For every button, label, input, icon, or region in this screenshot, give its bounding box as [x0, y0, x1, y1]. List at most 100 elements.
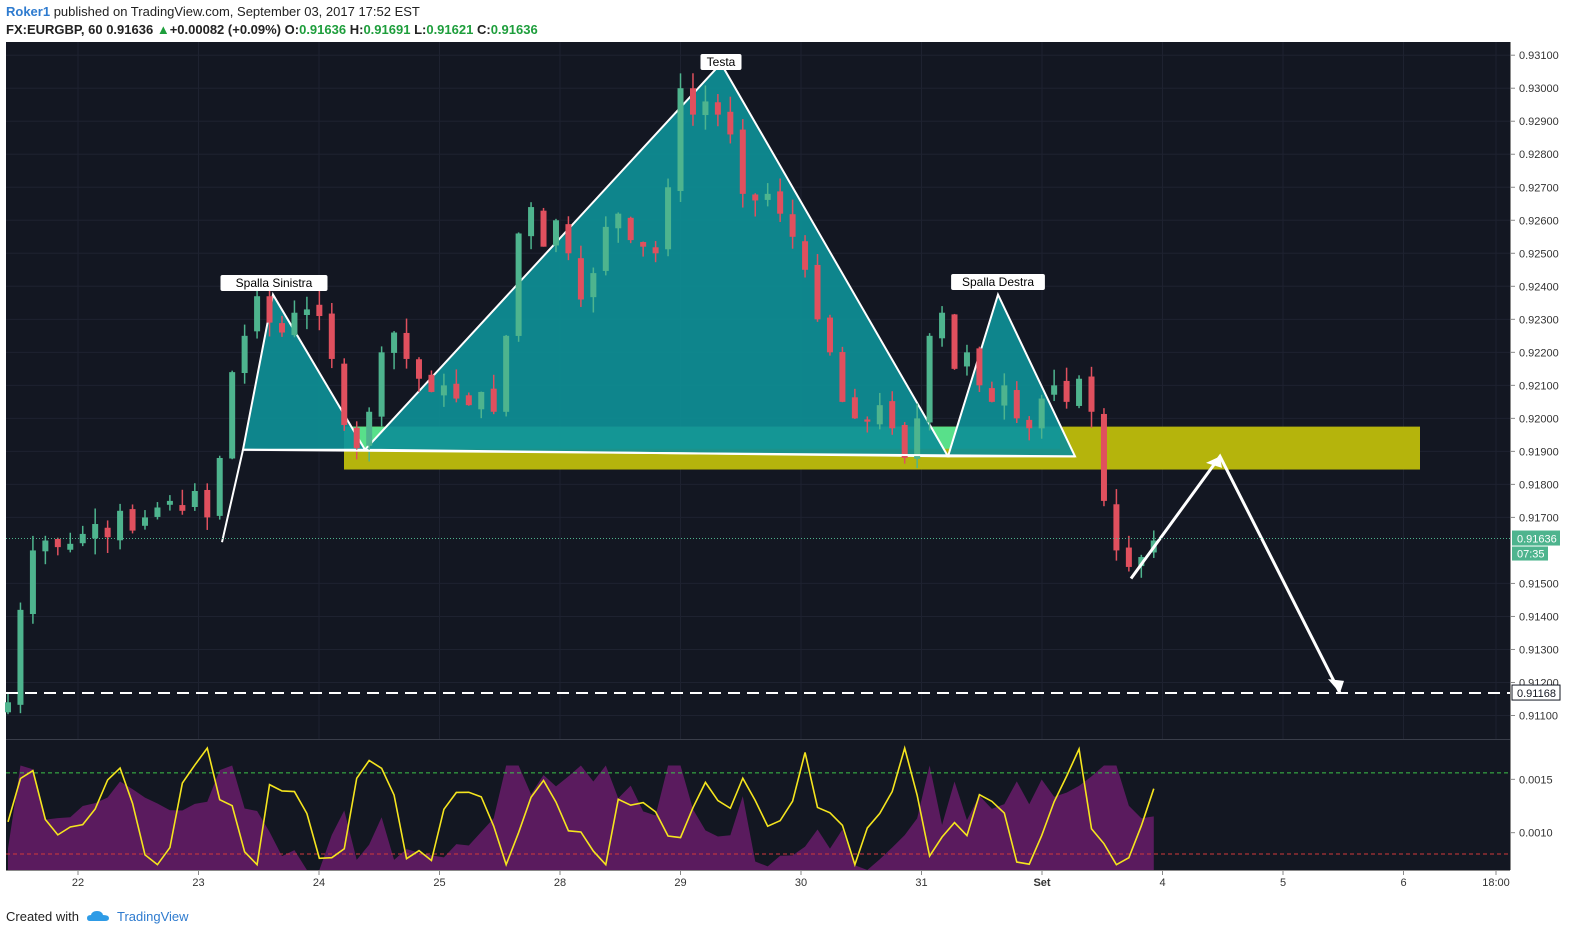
candle	[465, 392, 472, 406]
candle	[528, 202, 535, 250]
open-value: 0.91636	[299, 22, 347, 37]
candle	[129, 504, 136, 534]
candle	[403, 318, 410, 369]
time-tick-label: 31	[915, 877, 927, 889]
candle	[341, 358, 348, 431]
price-tick-label: 0.91500	[1519, 578, 1559, 590]
candle	[727, 96, 734, 144]
arrow-head-icon	[1206, 456, 1222, 468]
last-price: 0.91636	[106, 22, 154, 37]
candle	[577, 245, 584, 307]
candle	[204, 483, 211, 530]
time-tick-label: 24	[313, 877, 325, 889]
price-tick-label: 0.92900	[1519, 116, 1559, 128]
candle	[689, 73, 696, 126]
neckline	[242, 448, 1076, 458]
time-tick-label: 5	[1280, 877, 1286, 889]
candle	[677, 73, 684, 202]
candle	[876, 392, 883, 430]
candle	[901, 422, 908, 464]
time-tick-label: 4	[1159, 877, 1165, 889]
candle	[702, 85, 709, 130]
label-left-shoulder-text: Spalla Sinistra	[236, 276, 313, 290]
candle	[602, 216, 609, 276]
created-with-label: Created with	[6, 908, 79, 924]
tradingview-link[interactable]: TradingView	[116, 908, 189, 924]
oscillator-tick-label: 0.0010	[1519, 828, 1553, 840]
price-tick-label: 0.92700	[1519, 182, 1559, 194]
close-value: 0.91636	[490, 22, 538, 37]
price-tick-label: 0.91700	[1519, 512, 1559, 524]
time-axis[interactable]: 22 23 24 25 28 29 30 31 Set 4 5 6 18:00	[72, 870, 1510, 889]
candle	[988, 381, 995, 403]
oscillator-panel	[6, 740, 1510, 870]
time-tick-label: 22	[72, 877, 84, 889]
candle	[5, 693, 11, 715]
candle	[951, 313, 958, 370]
candle	[814, 254, 821, 322]
candle	[752, 193, 759, 217]
candle	[826, 314, 833, 356]
candle	[179, 489, 186, 515]
candle	[1113, 489, 1120, 561]
price-tick-label: 0.92300	[1519, 314, 1559, 326]
candle	[453, 369, 460, 403]
arrow-head-icon	[1328, 679, 1344, 694]
time-tick-label: 30	[795, 877, 807, 889]
candle	[104, 520, 111, 553]
candle	[939, 306, 946, 347]
candle	[714, 94, 721, 127]
footer: Created with TradingView	[6, 904, 189, 928]
current-price-text: 0.91636	[1517, 534, 1557, 546]
candle	[802, 235, 809, 278]
price-tick-label: 0.91300	[1519, 644, 1559, 656]
candle	[789, 199, 796, 249]
candles-layer	[5, 73, 1157, 715]
price-tick-label: 0.91100	[1519, 710, 1558, 722]
candle	[490, 374, 497, 415]
candle	[914, 403, 921, 469]
candle	[328, 302, 335, 369]
chart-canvas[interactable]: Spalla Sinistra Testa Spalla Destra 0.93…	[0, 42, 1582, 894]
candle	[216, 455, 223, 520]
price-tick-label: 0.91800	[1519, 479, 1559, 491]
oscillator-line	[7, 745, 1155, 868]
time-tick-label: 28	[554, 877, 566, 889]
candle	[391, 331, 398, 370]
candle	[976, 346, 983, 393]
candle	[839, 346, 846, 403]
candle	[241, 324, 248, 384]
candle	[440, 373, 447, 407]
candle	[353, 421, 360, 460]
candle	[627, 216, 634, 244]
price-tick-label: 0.92800	[1519, 149, 1559, 161]
high-label: H:	[349, 22, 364, 37]
label-left-shoulder: Spalla Sinistra	[220, 275, 328, 291]
publish-line: Roker1 published on TradingView.com, Sep…	[6, 3, 538, 21]
current-price-badge: 0.91636 07:35	[1512, 530, 1560, 561]
candle	[1013, 381, 1020, 423]
candle	[590, 267, 597, 313]
price-tick-label: 0.92200	[1519, 347, 1559, 359]
candle	[54, 537, 61, 556]
close-label: C:	[476, 22, 491, 37]
oscillator-axis[interactable]: 0.0015 0.0010	[1510, 774, 1553, 840]
candle	[503, 334, 510, 417]
price-tick-label: 0.92600	[1519, 215, 1559, 227]
candle	[1076, 375, 1083, 409]
candle	[141, 510, 148, 530]
author-link[interactable]: Roker1	[6, 4, 51, 19]
candle	[166, 495, 173, 511]
time-tick-label: 23	[192, 877, 204, 889]
price-tick-label: 0.93000	[1519, 83, 1559, 95]
open-label: O:	[284, 22, 300, 37]
candle	[278, 315, 285, 337]
candle	[303, 296, 310, 330]
price-tick-label: 0.92400	[1519, 281, 1559, 293]
candle	[1038, 394, 1045, 439]
candle	[117, 503, 124, 550]
tradingview-cloud-icon	[86, 911, 109, 921]
candle	[764, 183, 771, 207]
label-head-text: Testa	[707, 55, 736, 69]
price-change: +0.00082 (+0.09%)	[169, 22, 282, 37]
